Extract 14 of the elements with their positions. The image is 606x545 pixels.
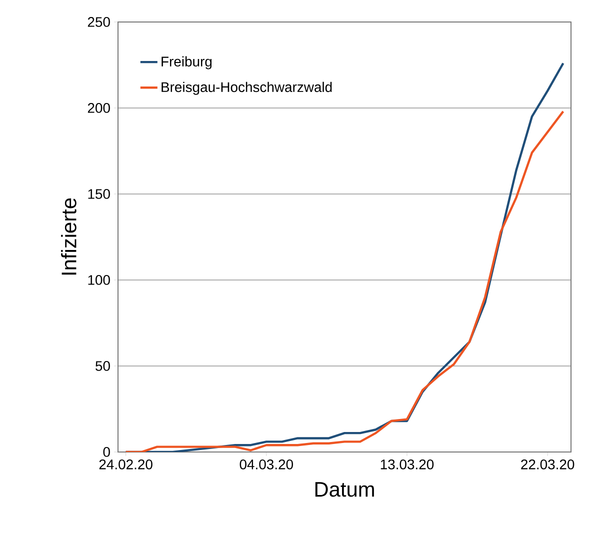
x-tick-label: 04.03.20 (240, 459, 294, 470)
x-tick-label: 13.03.20 (380, 459, 434, 470)
y-tick-label: 250 (88, 17, 110, 27)
legend-label: Breisgau-Hochschwarzwald (162, 82, 332, 95)
y-tick-label: 200 (88, 103, 110, 113)
y-tick-label: 150 (88, 189, 110, 199)
y-tick-label: 100 (88, 275, 110, 285)
x-axis-title: Datum (315, 482, 374, 497)
x-tick-label: 22.03.20 (521, 459, 574, 470)
y-tick-label: 50 (96, 361, 110, 371)
y-axis-title: Infizierte (61, 198, 76, 275)
legend-label: Freiburg (162, 56, 212, 70)
x-tick-label: 24.02.20 (99, 459, 152, 470)
y-tick-label: 0 (103, 447, 110, 457)
